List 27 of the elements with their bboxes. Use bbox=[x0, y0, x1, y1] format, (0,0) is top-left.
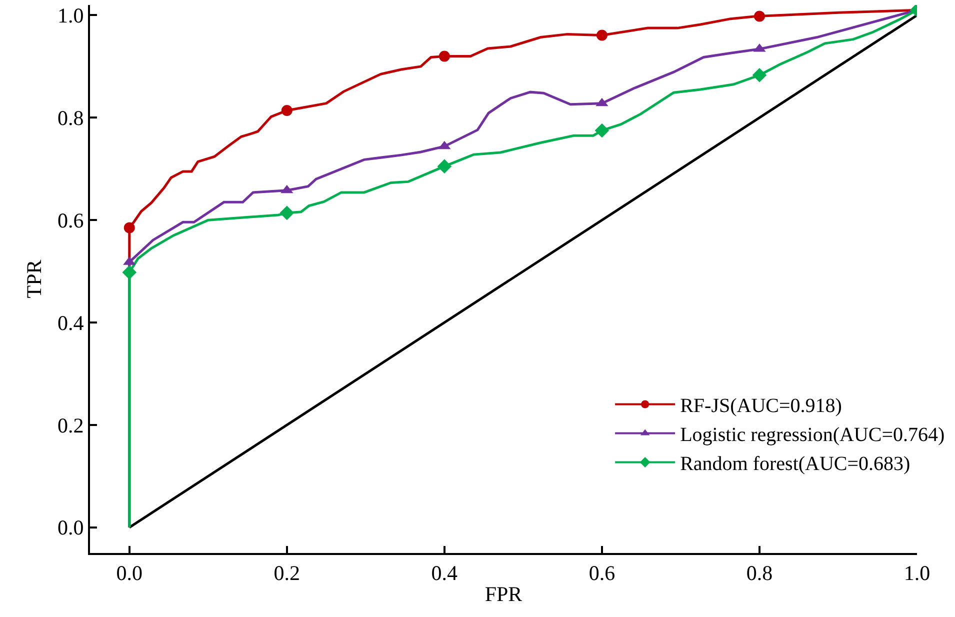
point bbox=[124, 222, 135, 234]
legend-label: RF-JS(AUC=0.918) bbox=[680, 395, 842, 418]
y-tick-label: 1.0 bbox=[58, 4, 84, 28]
point bbox=[122, 265, 137, 280]
legend-label: Logistic regression(AUC=0.764) bbox=[680, 424, 945, 446]
point bbox=[754, 10, 765, 22]
x-tick-label: 1.0 bbox=[904, 561, 930, 586]
x-tick-label: 0.4 bbox=[431, 561, 458, 586]
point bbox=[438, 50, 450, 62]
y-tick-label: 0.8 bbox=[58, 106, 84, 130]
y-axis-title: TPR bbox=[22, 260, 46, 298]
x-tick-label: 0.2 bbox=[274, 561, 300, 586]
legend-label: Random forest(AUC=0.683) bbox=[680, 453, 910, 476]
x-axis-title: FPR bbox=[484, 582, 522, 606]
x-tick-label: 0.8 bbox=[746, 561, 773, 586]
y-tick-label: 0.4 bbox=[58, 310, 84, 335]
point bbox=[594, 123, 610, 138]
y-tick-label: 0.2 bbox=[58, 413, 84, 438]
x-tick-label: 0.0 bbox=[116, 561, 143, 586]
x-tick-label: 0.6 bbox=[588, 561, 616, 586]
y-tick-label: 0.6 bbox=[58, 208, 84, 232]
point bbox=[281, 105, 292, 116]
point bbox=[596, 30, 608, 41]
y-tick-label: 0.0 bbox=[58, 516, 84, 540]
point bbox=[437, 159, 452, 174]
point bbox=[752, 68, 767, 82]
point bbox=[280, 206, 294, 220]
